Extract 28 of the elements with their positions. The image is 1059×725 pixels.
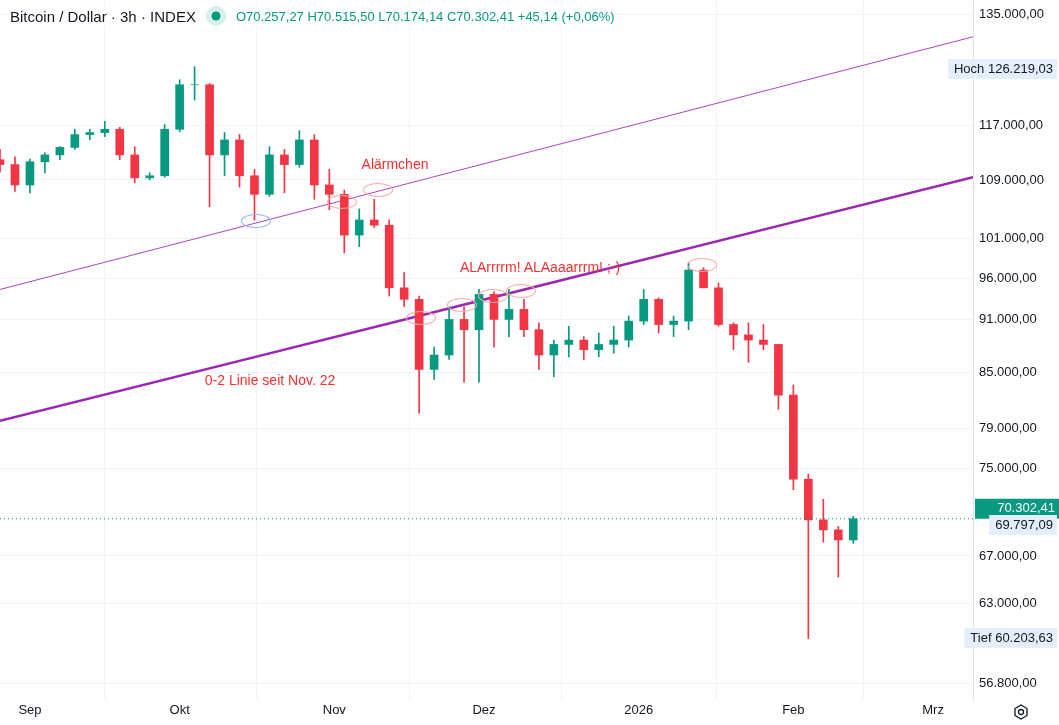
text: 69.797,09 [995,516,1053,532]
y-tick-label: 79.000,00 [979,420,1037,436]
y-tick-label: 117.000,00 [979,116,1044,132]
x-tick-label: Sep [18,702,42,718]
y-tick-label: 85.000,00 [979,363,1037,379]
y-tick-label: 75.000,00 [979,460,1037,476]
annotation: Alärmchen [361,155,429,172]
x-tick-label: Nov [322,702,347,718]
annotation: 0-2 Linie seit Nov. 22 [204,371,336,388]
y-tick-label: 91.000,00 [979,310,1037,326]
y-tick-label: 96.000,00 [979,269,1037,285]
x-tick-label: Feb [782,702,805,718]
annotation: Hoch 126.219,03 [953,60,1053,76]
text: O70.257,27 H70.515,50 L70.174,14 C70.302,41 +45,14 (+0,06%) [235,8,615,24]
x-tick-label: Mrz [922,702,944,718]
annotation: Tief 60.203,63 [970,629,1053,645]
y-tick-label: 109.000,00 [979,171,1045,187]
x-tick-label: Dez [472,702,496,718]
y-tick-label: 101.000,00 [979,230,1045,246]
y-tick-label: 63.000,00 [979,595,1037,611]
text: Bitcoin / Dollar · 3h · INDEX [10,7,196,25]
x-tick-label: Okt [169,702,191,718]
y-tick-label: 56.800,00 [979,675,1037,691]
ref-line-label: 70.302,41 [997,500,1055,516]
x-tick-label: 2026 [624,702,654,718]
y-tick-label: 67.000,00 [979,547,1037,563]
candlestick [85,128,95,141]
y-tick-label: 135.000,00 [979,6,1045,22]
